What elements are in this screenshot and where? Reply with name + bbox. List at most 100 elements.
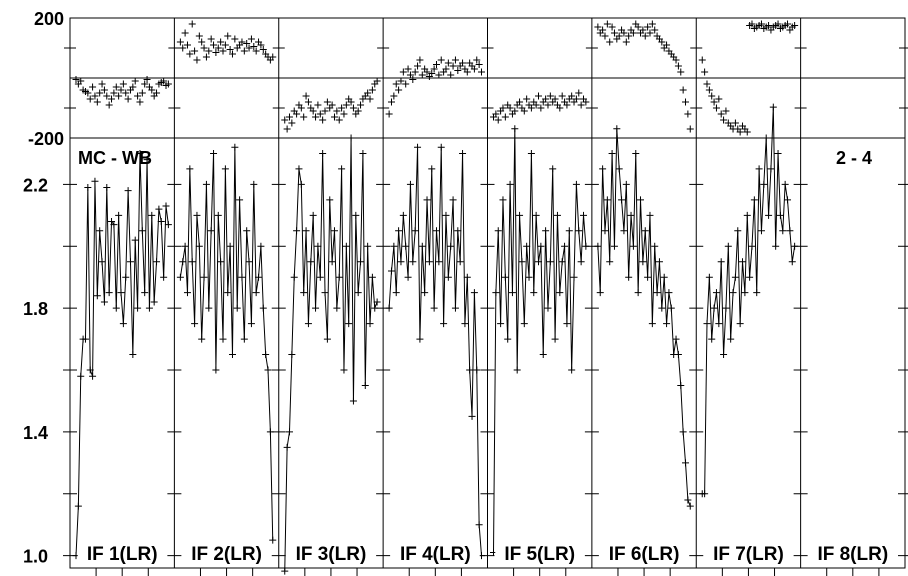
amplitude-point: [373, 298, 381, 306]
amplitude-point: [644, 273, 652, 281]
phase-point: [708, 92, 716, 100]
phase-point: [390, 92, 398, 100]
phase-point: [404, 65, 412, 73]
amplitude-point: [632, 149, 640, 157]
amplitude-point: [542, 227, 550, 235]
phase-point: [610, 29, 618, 37]
amplitude-point: [651, 242, 659, 250]
phase-point: [459, 59, 467, 67]
amplitude-point: [236, 196, 244, 204]
phase-point: [93, 98, 101, 106]
phase-point: [651, 26, 659, 34]
phase-point: [399, 68, 407, 76]
phase-point: [748, 20, 756, 28]
phase-point: [224, 32, 232, 40]
amplitude-point: [637, 196, 645, 204]
phase-point: [288, 119, 296, 127]
amplitude-point: [409, 258, 417, 266]
phase-point: [257, 41, 265, 49]
amplitude-point: [437, 143, 445, 151]
amplitude-point: [760, 180, 768, 188]
phase-point: [243, 40, 251, 47]
amplitude-point: [442, 211, 450, 219]
amplitude-point: [338, 165, 346, 173]
phase-point: [705, 86, 713, 94]
amplitude-point: [214, 211, 222, 219]
phase-tick-label: -200: [28, 129, 64, 149]
phase-point: [141, 80, 149, 88]
amplitude-tick-label: 1.4: [23, 423, 48, 443]
phase-point: [582, 98, 590, 106]
phase-point: [98, 80, 106, 88]
amplitude-point: [615, 165, 623, 173]
phase-point: [499, 104, 507, 112]
phase-point: [710, 98, 718, 106]
phase-point: [791, 22, 799, 29]
amplitude-point: [252, 289, 260, 297]
amplitude-point: [762, 134, 770, 142]
phase-points: [72, 20, 799, 136]
amplitude-point: [570, 273, 578, 281]
amplitude-point: [406, 180, 414, 188]
phase-point: [103, 92, 111, 100]
amplitude-line: [597, 128, 691, 507]
if-label: IF 4(LR): [400, 544, 471, 565]
phase-point: [202, 53, 210, 61]
amplitude-point: [563, 320, 571, 328]
phase-point: [625, 32, 633, 40]
amplitude-point: [157, 218, 165, 226]
phase-point: [205, 47, 213, 55]
phase-point: [397, 77, 405, 85]
amplitude-point: [264, 366, 272, 374]
phase-point: [148, 86, 156, 94]
phase-point: [475, 61, 483, 68]
phase-point: [414, 62, 422, 70]
amplitude-point: [392, 289, 400, 297]
amplitude-point: [134, 304, 142, 312]
phase-point: [72, 76, 80, 83]
phase-point: [501, 113, 509, 121]
amplitude-point: [672, 335, 680, 343]
phase-point: [577, 101, 585, 109]
amplitude-point: [444, 273, 452, 281]
phase-point: [330, 113, 338, 121]
phase-point: [193, 56, 201, 64]
amplitude-point: [532, 211, 540, 219]
amplitude-point: [610, 242, 618, 250]
amplitude-point: [497, 320, 505, 328]
phase-point: [672, 56, 680, 64]
phase-point: [281, 116, 289, 124]
phase-point: [409, 76, 417, 83]
amplitude-point: [124, 187, 132, 195]
phase-point: [316, 110, 324, 118]
amplitude-point: [703, 320, 711, 328]
phase-point: [228, 50, 236, 58]
amplitude-point: [553, 211, 561, 219]
amplitude-point: [302, 227, 310, 235]
phase-point: [312, 113, 320, 121]
phase-point: [572, 95, 580, 103]
phase-point: [430, 65, 438, 73]
phase-point: [100, 86, 108, 94]
amplitude-point: [281, 567, 289, 575]
amplitude-point: [603, 196, 611, 204]
amplitude-point: [686, 502, 694, 510]
amplitude-point: [368, 273, 376, 281]
phase-point: [210, 41, 218, 49]
amplitude-point: [523, 242, 531, 250]
amplitude-point: [357, 258, 365, 266]
amplitude-point: [333, 304, 341, 312]
phase-point: [470, 65, 478, 73]
amplitude-point: [772, 242, 780, 250]
phase-point: [765, 22, 773, 29]
phase-point: [207, 35, 215, 43]
amplitude-point: [715, 320, 723, 328]
phase-point: [112, 83, 120, 91]
phase-point: [447, 71, 455, 79]
amplitude-point: [145, 304, 153, 312]
amplitude-point: [328, 258, 336, 266]
amplitude-point: [470, 289, 478, 297]
amplitude-point: [312, 304, 320, 312]
if-label: IF 8(LR): [817, 544, 888, 565]
phase-point: [556, 104, 564, 112]
